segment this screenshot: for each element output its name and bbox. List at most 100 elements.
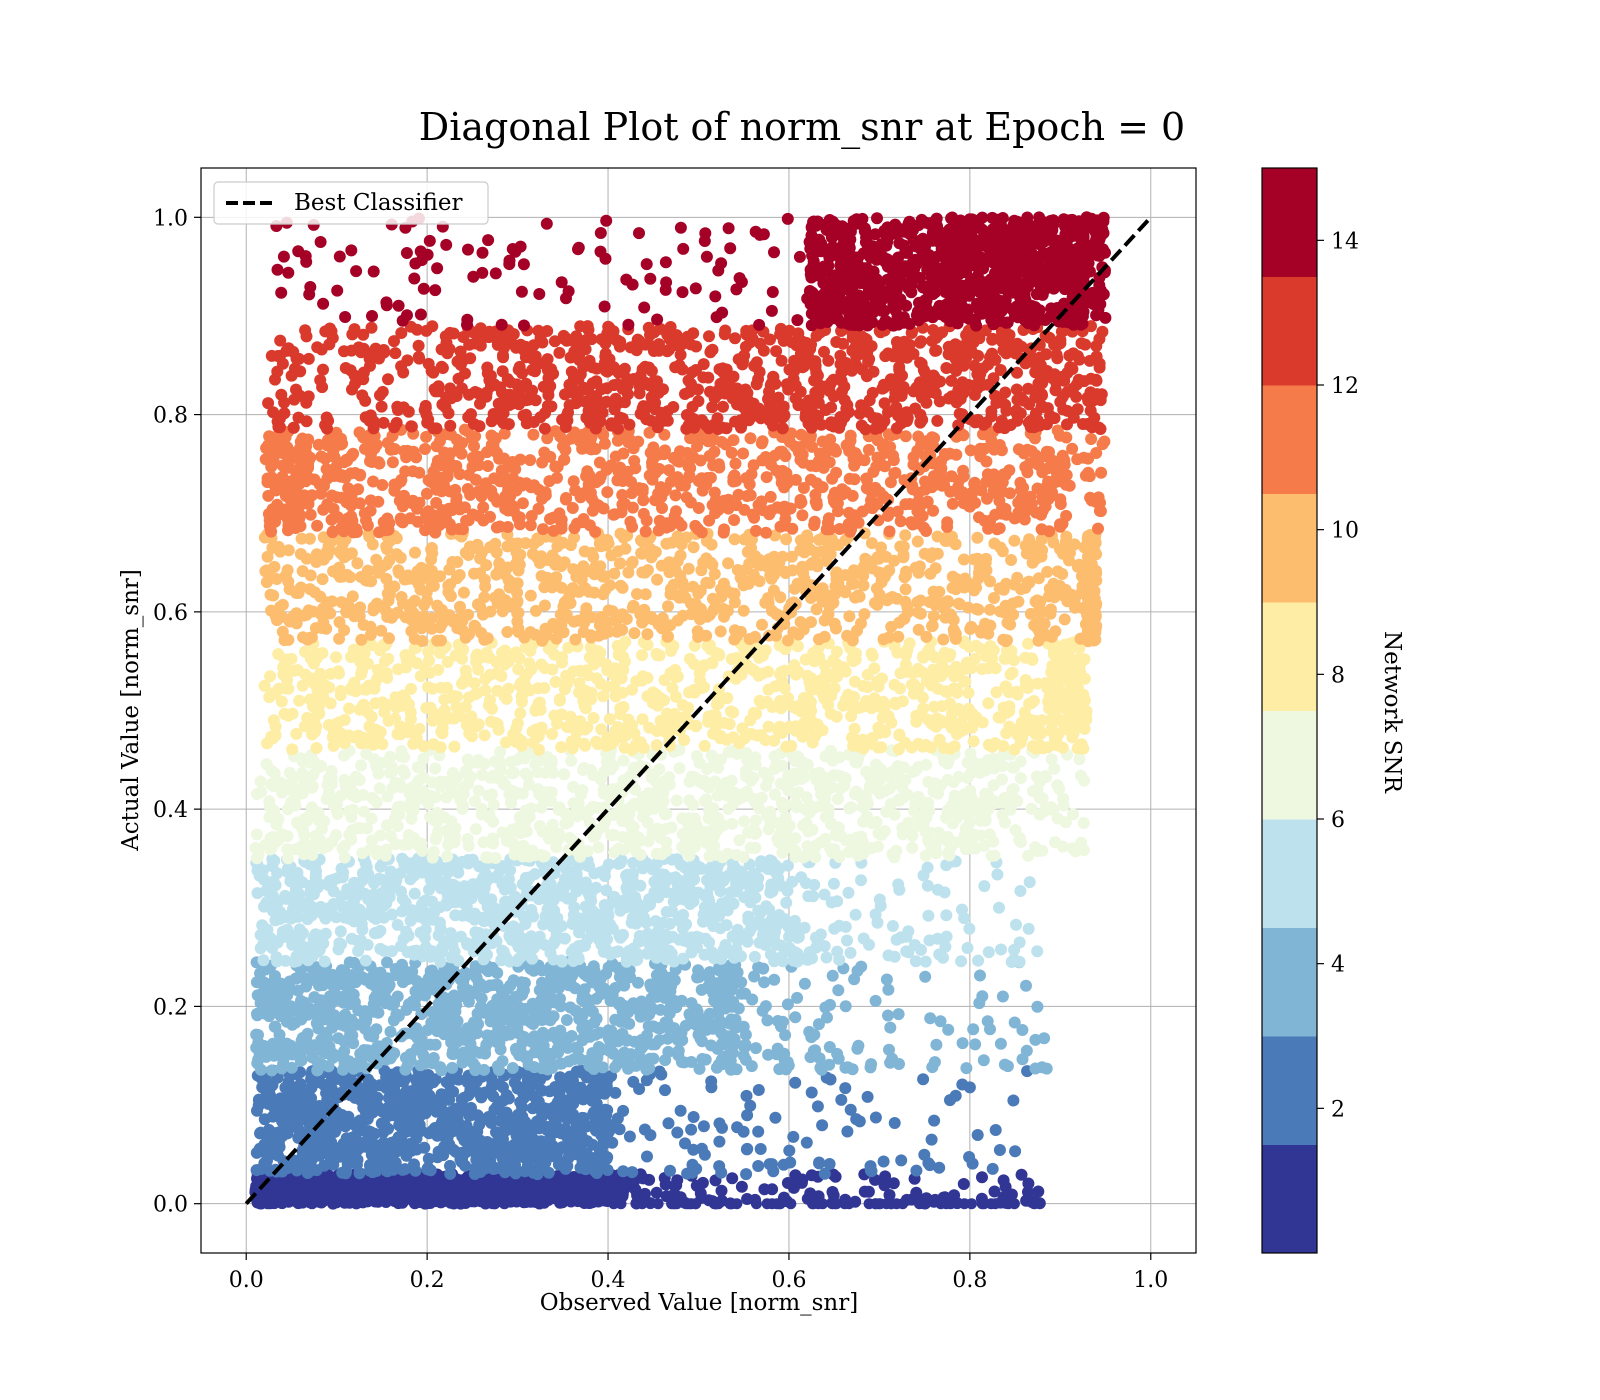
scatter-point — [883, 1043, 895, 1056]
scatter-point — [429, 1038, 442, 1051]
scatter-point — [878, 825, 891, 838]
scatter-point — [789, 832, 802, 845]
scatter-point — [264, 1089, 276, 1102]
scatter-point — [482, 965, 495, 978]
scatter-point — [856, 836, 869, 849]
scatter-point — [621, 868, 634, 881]
scatter-point — [537, 1186, 550, 1199]
scatter-point — [352, 1125, 365, 1138]
scatter-point — [425, 1095, 438, 1108]
scatter-point — [713, 1021, 726, 1034]
scatter-point — [608, 1198, 620, 1210]
scatter-point — [770, 1048, 783, 1061]
scatter-point — [969, 1038, 982, 1051]
scatter-point — [715, 1184, 728, 1197]
scatter-point — [496, 944, 509, 957]
scatter-point — [524, 1016, 537, 1029]
scatter-point — [831, 1047, 844, 1060]
scatter-point — [482, 1111, 495, 1123]
scatter-point — [409, 1164, 422, 1177]
scatter-point — [551, 1125, 564, 1138]
scatter-point — [456, 909, 469, 922]
scatter-point — [656, 883, 669, 896]
scatter-point — [789, 1011, 802, 1024]
scatter-point — [257, 976, 270, 989]
scatter-point — [783, 819, 796, 832]
scatter-point — [641, 1150, 653, 1163]
scatter-point — [579, 1163, 592, 1176]
scatter-point — [335, 938, 348, 951]
scatter-point — [591, 1051, 604, 1064]
scatter-point — [941, 831, 954, 843]
scatter-point — [675, 994, 688, 1007]
scatter-point — [756, 929, 769, 941]
scatter-point — [824, 998, 836, 1011]
scatter-point — [277, 1057, 290, 1070]
scatter-point — [558, 1078, 571, 1091]
scatter-point — [697, 777, 710, 790]
scatter-point — [390, 807, 403, 820]
scatter-point — [944, 1094, 956, 1107]
scatter-point — [658, 934, 671, 947]
scatter-point — [768, 973, 781, 986]
scatter-point — [765, 855, 778, 868]
scatter-point — [297, 927, 309, 940]
scatter-point — [305, 973, 318, 986]
scatter-point — [902, 925, 915, 938]
scatter-point — [436, 863, 448, 876]
scatter-point — [761, 1198, 773, 1210]
scatter-point — [373, 1174, 386, 1187]
scatter-point — [421, 1024, 434, 1037]
scatter-point — [695, 862, 708, 875]
scatter-point — [380, 983, 393, 996]
scatter-point — [872, 762, 885, 774]
scatter-point — [372, 1184, 385, 1197]
scatter-point — [808, 1028, 821, 1041]
scatter-point — [1013, 955, 1026, 968]
scatter-point — [971, 1129, 984, 1141]
scatter-point — [789, 1076, 802, 1089]
scatter-point — [370, 989, 383, 1002]
scatter-point — [353, 1167, 366, 1180]
scatter-point — [267, 780, 280, 793]
scatter-point — [624, 840, 636, 853]
scatter-point — [667, 895, 680, 908]
scatter-point — [707, 920, 720, 932]
scatter-point — [343, 979, 356, 992]
scatter-point — [708, 777, 721, 790]
scatter-point — [511, 1010, 524, 1023]
scatter-point — [581, 1181, 594, 1194]
scatter-point — [967, 1023, 980, 1036]
scatter-point — [930, 1038, 943, 1051]
scatter-point — [963, 1151, 976, 1163]
scatter-point — [716, 1056, 729, 1069]
scatter-point — [295, 1035, 308, 1048]
scatter-point — [573, 917, 586, 930]
scatter-point — [250, 1146, 263, 1159]
scatter-point — [366, 975, 379, 987]
scatter-point — [699, 1053, 712, 1066]
scatter-point — [788, 753, 801, 766]
scatter-point — [821, 784, 834, 797]
scatter-point — [624, 891, 637, 904]
scatter-point — [359, 1015, 372, 1028]
scatter-point — [326, 1051, 339, 1064]
scatter-point — [641, 816, 654, 829]
scatter-point — [360, 1135, 373, 1148]
scatter-point — [1007, 1094, 1020, 1107]
scatter-point — [444, 1159, 456, 1172]
scatter-point — [996, 990, 1009, 1003]
scatter-point — [388, 879, 401, 892]
scatter-point — [487, 837, 500, 850]
scatter-point — [362, 1125, 375, 1138]
scatter-point — [414, 760, 427, 773]
scatter-point — [882, 1009, 894, 1022]
scatter-point — [882, 983, 895, 996]
scatter-point — [391, 820, 404, 832]
scatter-point — [458, 1052, 471, 1065]
scatter-point — [475, 1184, 488, 1197]
scatter-point — [813, 1156, 826, 1169]
scatter-point — [843, 802, 856, 815]
scatter-point — [993, 1144, 1006, 1156]
scatter-point — [486, 1147, 498, 1160]
